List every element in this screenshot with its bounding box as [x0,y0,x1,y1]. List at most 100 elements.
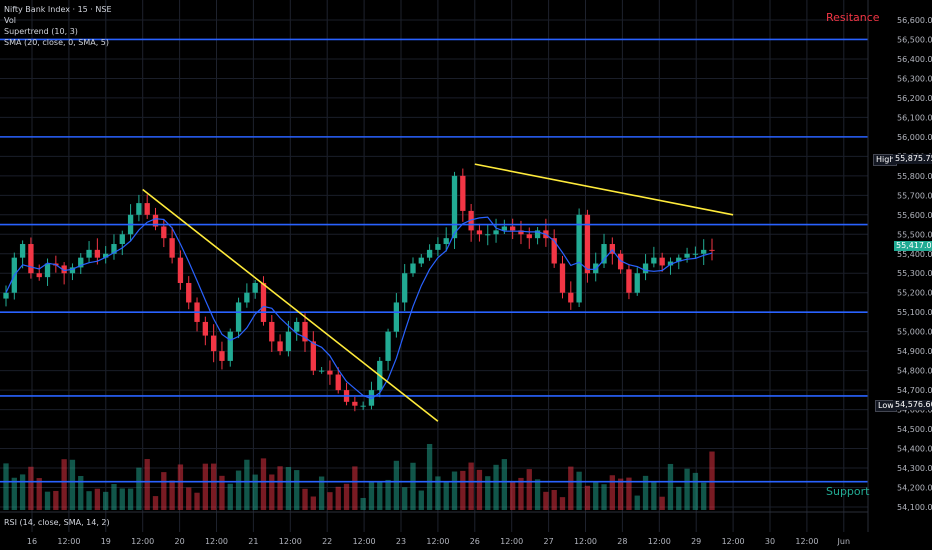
candle-body [385,331,391,361]
volume-bar [435,476,441,510]
candle-body [136,203,142,215]
candle-body [501,226,508,231]
candle-body [69,267,76,274]
legend-vol: Vol [4,16,16,25]
candle-body [318,370,325,372]
x-tick-label: 30 [765,537,775,546]
x-tick-label: 19 [101,537,111,546]
y-tick-label: 56,500.00 [897,35,932,44]
volume-bar [568,466,574,510]
support-label: Support [826,485,870,498]
volume-bar [169,480,175,510]
candle-body [260,282,267,322]
volume-bar [593,482,599,510]
volume-bar [11,477,17,510]
candle-body [335,374,341,391]
candle-body [61,265,67,274]
volume-bar [161,472,167,510]
candle-body [559,263,566,293]
candle-body [493,230,499,235]
candle-body [186,282,192,303]
x-tick-label: 12:00 [722,537,745,546]
y-tick-label: 54,500.00 [897,425,932,434]
y-tick-label: 55,400.00 [897,250,932,259]
resistance-label: Resitance [826,11,880,24]
candle-body [327,370,333,375]
candle-body [634,273,640,293]
candle-body [227,331,233,361]
candle-body [451,175,458,239]
volume-bar [534,479,541,510]
candle-body [402,273,408,303]
candle-body [435,244,441,250]
candle-body [244,292,250,303]
candle-body [651,257,657,264]
volume-bar [360,497,366,510]
x-tick-label: 12:00 [205,537,228,546]
volume-bar [318,476,325,510]
candle-body [460,175,466,211]
volume-bar [343,483,350,510]
candle-body [44,263,51,278]
sma-line [5,216,713,400]
candle-body [642,263,649,274]
volume-bar [468,462,474,510]
volume-bar [543,491,549,510]
volume-bar [692,472,699,510]
volume-bar [443,481,449,510]
y-tick-label: 54,400.00 [897,445,932,454]
candle-body [161,226,167,239]
volume-bar [277,466,283,510]
volume-bar [418,490,424,510]
x-tick-label: 26 [470,537,480,546]
volume-bar [61,459,67,510]
volume-bar [78,475,84,510]
candle-body [144,203,150,215]
y-tick-label: 55,700.00 [897,191,932,200]
volume-bar [601,484,607,510]
volume-bar [667,463,674,510]
trendline [142,188,439,422]
candle-body [202,321,208,336]
volume-bar [510,482,516,510]
volume-bar [210,463,217,510]
volume-bar [136,467,142,510]
y-tick-label: 55,800.00 [897,172,932,181]
x-tick-label: 12:00 [279,537,302,546]
volume-bar [19,474,26,510]
volume-bar [551,489,557,510]
candle-body [169,238,175,258]
volume-bar [235,470,242,510]
symbol-title: Nifty Bank Index · 15 · NSE [4,5,112,14]
volume-bar [219,475,225,510]
volume-bar [269,474,275,510]
x-tick-label: 12:00 [500,537,523,546]
candle-body [476,230,483,235]
candle-body [676,257,682,262]
candle-body [368,390,375,406]
volume-bar [651,481,657,510]
candle-body [269,321,275,342]
y-tick-label: 54,200.00 [897,484,932,493]
volume-bar [676,486,682,510]
volume-bar [576,471,582,510]
candle-body [426,249,433,258]
candle-body [36,273,42,278]
volume-bar [584,485,591,510]
candle-body [103,253,109,258]
volume-bar [518,477,524,510]
volume-bar [709,451,715,510]
volume-bar [252,474,258,510]
y-tick-label: 55,100.00 [897,308,932,317]
y-tick-label: 55,200.00 [897,289,932,298]
y-tick-label: 56,200.00 [897,94,932,103]
candle-body [551,238,557,264]
volume-bar [227,483,233,510]
volume-bar [144,459,150,510]
y-tick-label: 54,100.00 [897,503,932,512]
candle-body [252,282,258,293]
volume-bar [385,479,391,510]
candle-body [667,261,674,266]
candle-body [418,257,424,264]
